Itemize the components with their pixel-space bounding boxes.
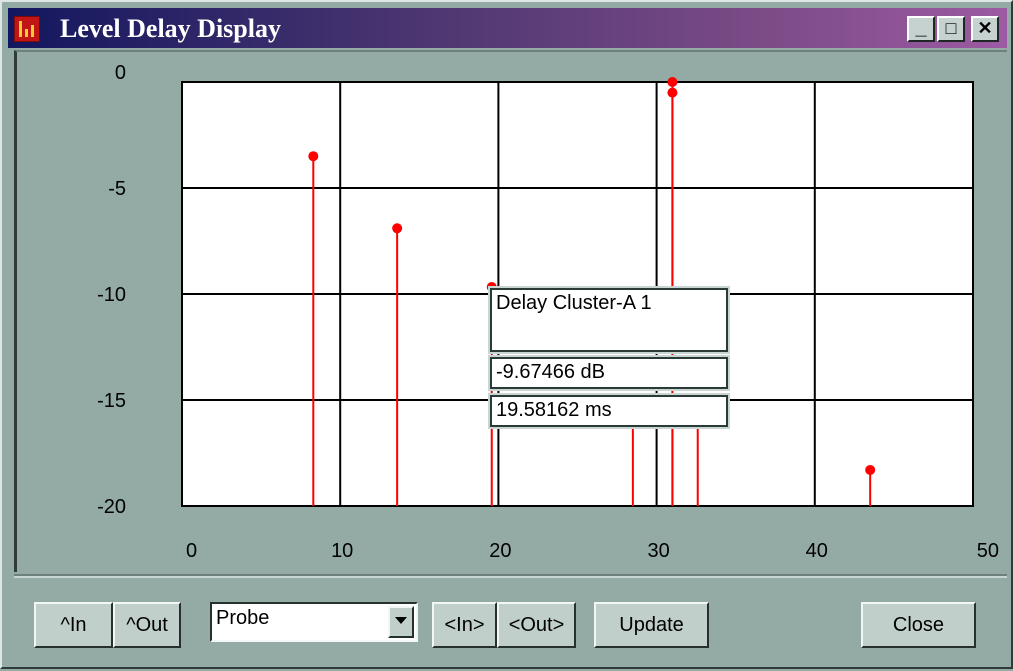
y-tick-label: -10 (97, 284, 126, 306)
toolbar-separator (14, 574, 1007, 578)
in-up-button[interactable]: ^In (34, 602, 113, 648)
x-tick-label: 50 (977, 540, 999, 562)
x-tick-label: 20 (489, 540, 511, 562)
app-icon (14, 16, 40, 42)
x-tick-label: 30 (647, 540, 669, 562)
x-tick-label: 40 (806, 540, 828, 562)
out-nav-button[interactable]: <Out> (497, 602, 576, 648)
close-window-button[interactable]: ✕ (971, 16, 999, 42)
close-button[interactable]: Close (861, 602, 976, 648)
data-point (308, 151, 319, 162)
in-nav-button[interactable]: <In> (432, 602, 497, 648)
y-tick-label: -5 (108, 178, 126, 200)
maximize-button[interactable]: □ (937, 16, 965, 42)
plot-border (181, 81, 974, 507)
minimize-button[interactable]: _ (907, 16, 935, 42)
y-tick-label: 0 (115, 62, 126, 84)
probe-select-value: Probe (216, 607, 270, 629)
data-point (667, 87, 678, 98)
x-tick-label: 0 (186, 540, 197, 562)
tooltip-cluster-name: Delay Cluster-A 1 (490, 288, 728, 352)
data-point (392, 223, 403, 234)
data-point (865, 464, 876, 475)
chart-panel (14, 50, 1007, 572)
update-button[interactable]: Update (594, 602, 709, 648)
y-tick-label: -15 (97, 390, 126, 412)
data-point (667, 77, 678, 87)
title-bar[interactable]: Level Delay Display _ □ ✕ (8, 8, 1007, 48)
y-tick-label: -20 (97, 496, 126, 518)
chevron-down-icon[interactable] (388, 606, 414, 638)
out-up-button[interactable]: ^Out (113, 602, 181, 648)
tooltip-delay-value: 19.58162 ms (490, 395, 728, 427)
tooltip-level-value: -9.67466 dB (490, 357, 728, 389)
probe-select[interactable]: Probe (210, 602, 418, 642)
window-title: Level Delay Display (60, 14, 281, 43)
x-tick-label: 10 (331, 540, 353, 562)
